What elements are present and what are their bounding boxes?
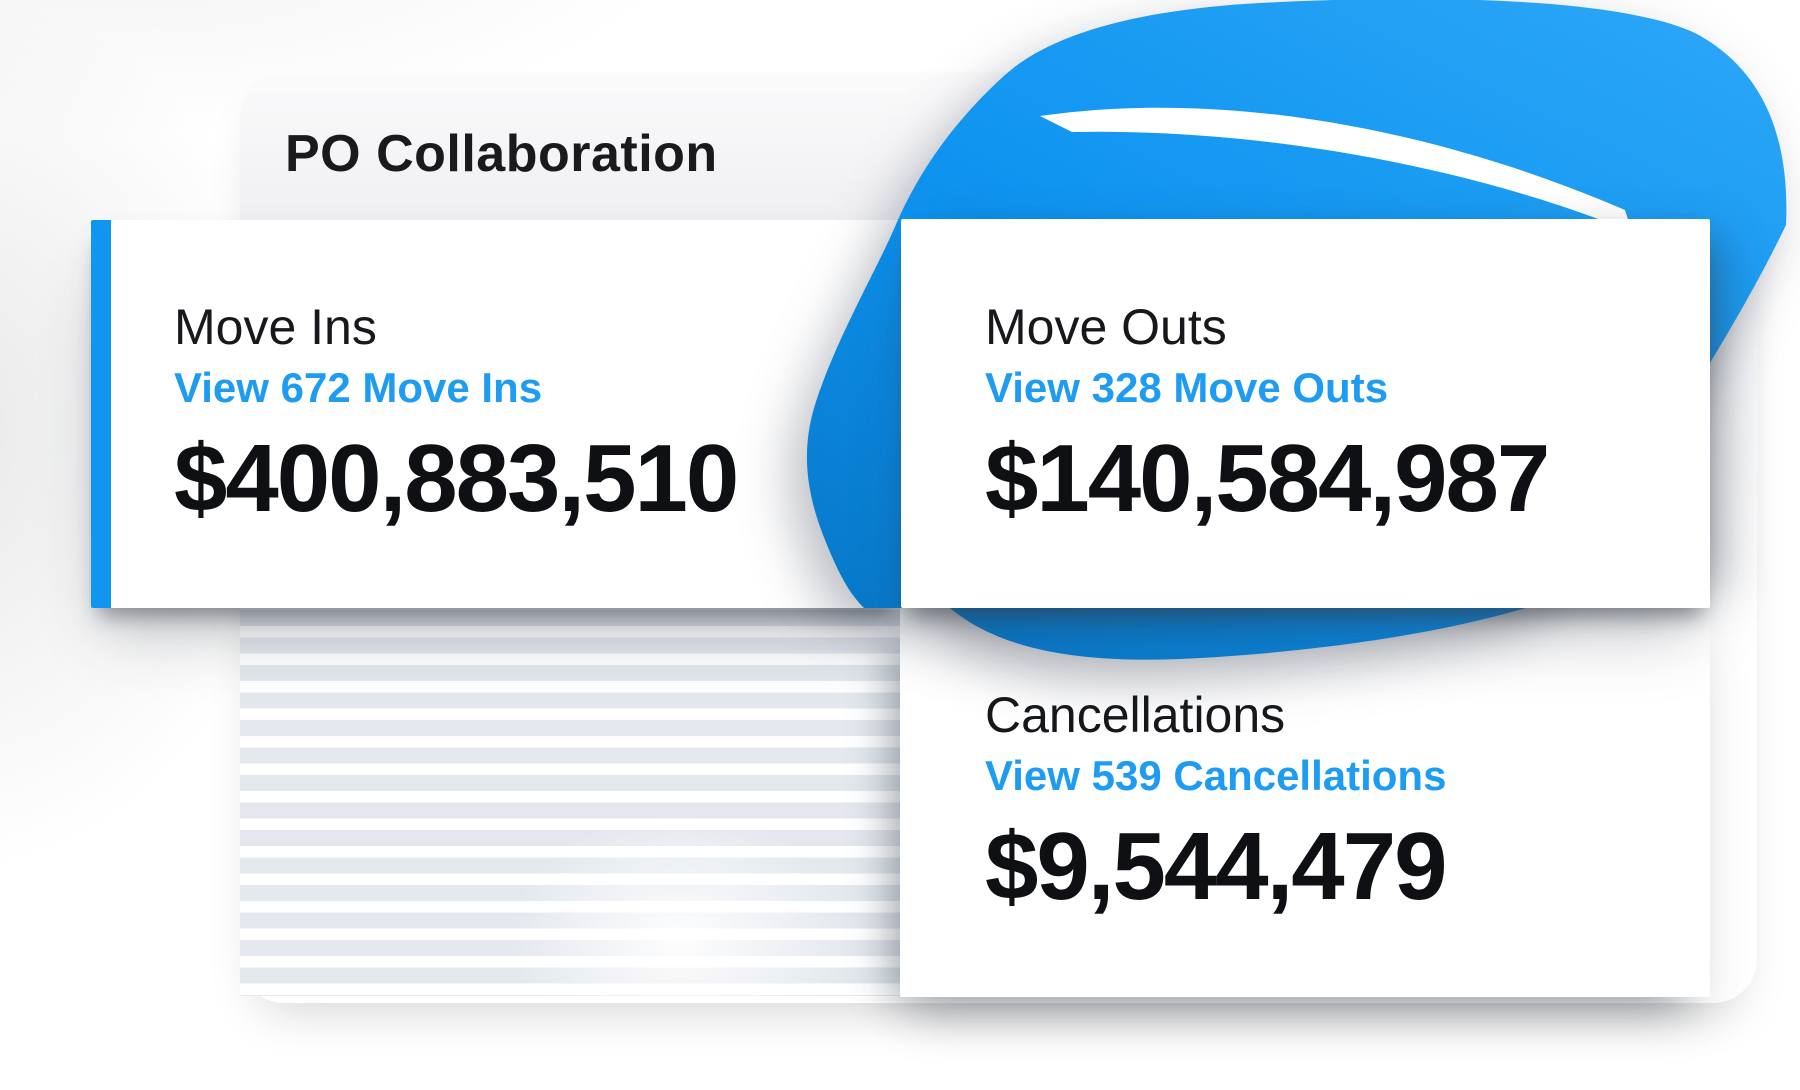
move-ins-label: Move Ins	[174, 299, 377, 355]
po-collaboration-title: PO Collaboration	[285, 125, 718, 183]
cancellations-amount: $9,544,479	[985, 813, 1447, 920]
move-ins-amount: $400,883,510	[174, 425, 739, 532]
move-outs-link[interactable]: View 328 Move Outs	[985, 364, 1389, 411]
move-outs-label: Move Outs	[985, 299, 1227, 355]
table-rows-fade	[240, 610, 902, 996]
move-ins-link[interactable]: View 672 Move Ins	[174, 364, 543, 411]
cancellations-link[interactable]: View 539 Cancellations	[985, 752, 1447, 799]
cancellations-label: Cancellations	[985, 687, 1286, 743]
move-outs-amount: $140,584,987	[985, 425, 1550, 532]
move-outs-card: Move Outs View 328 Move Outs $140,584,98…	[901, 219, 1710, 608]
cancellations-card: Cancellations View 539 Cancellations $9,…	[900, 608, 1710, 997]
table-skeleton-rows	[240, 610, 902, 996]
move-ins-card: Move Ins View 672 Move Ins $400,883,510	[91, 220, 902, 608]
